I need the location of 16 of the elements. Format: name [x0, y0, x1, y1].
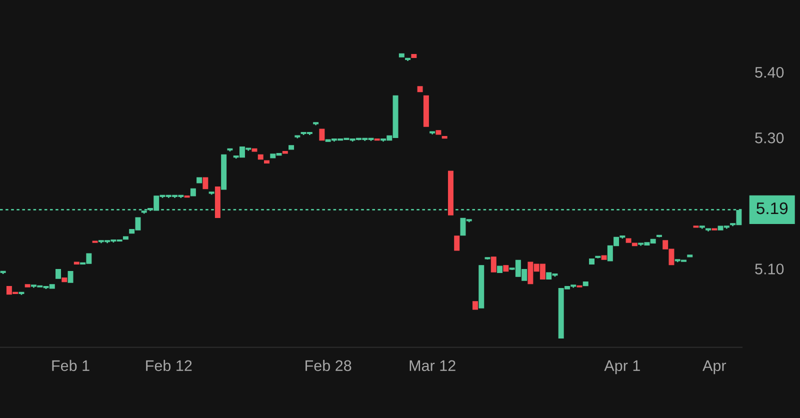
ref-line-label: 5.19 — [756, 202, 788, 214]
candlestick — [319, 128, 325, 141]
candlestick — [454, 236, 460, 251]
candlestick — [202, 177, 208, 190]
x-tick-label: Mar 12 — [410, 360, 456, 372]
candlestick — [68, 270, 74, 283]
x-tick-label: Feb 1 — [52, 360, 90, 372]
candlestick — [56, 269, 61, 279]
x-tick-label: Feb 12 — [146, 360, 192, 372]
candlestick — [490, 256, 496, 273]
y-tick-label: 5.30 — [755, 132, 784, 144]
y-tick-label: 5.10 — [755, 264, 784, 274]
x-tick-label: Apr 1 — [604, 360, 640, 374]
x-tick-label: Apr — [702, 360, 726, 374]
y-tick-label: 5.40 — [755, 66, 784, 78]
x-tick-label: Feb 28 — [306, 360, 352, 372]
